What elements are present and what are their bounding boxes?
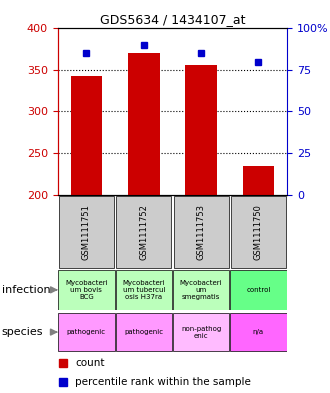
FancyBboxPatch shape bbox=[116, 196, 171, 268]
Text: Mycobacteri
um tubercul
osis H37ra: Mycobacteri um tubercul osis H37ra bbox=[122, 280, 165, 300]
Text: infection: infection bbox=[2, 285, 50, 295]
FancyBboxPatch shape bbox=[230, 313, 286, 351]
Text: count: count bbox=[75, 358, 105, 367]
FancyBboxPatch shape bbox=[173, 270, 229, 310]
Text: GSM1111752: GSM1111752 bbox=[139, 204, 148, 260]
Text: pathogenic: pathogenic bbox=[67, 329, 106, 335]
Text: GSM1111750: GSM1111750 bbox=[254, 204, 263, 260]
Text: pathogenic: pathogenic bbox=[124, 329, 163, 335]
Bar bbox=[71, 76, 102, 195]
Text: control: control bbox=[246, 287, 271, 293]
Title: GDS5634 / 1434107_at: GDS5634 / 1434107_at bbox=[100, 13, 245, 26]
Bar bbox=[185, 65, 217, 195]
FancyBboxPatch shape bbox=[58, 270, 115, 310]
Text: percentile rank within the sample: percentile rank within the sample bbox=[75, 377, 251, 387]
FancyBboxPatch shape bbox=[115, 313, 172, 351]
Text: GSM1111751: GSM1111751 bbox=[82, 204, 91, 260]
Text: GSM1111753: GSM1111753 bbox=[197, 204, 206, 260]
Text: non-pathog
enic: non-pathog enic bbox=[181, 325, 221, 339]
Text: Mycobacteri
um
smegmatis: Mycobacteri um smegmatis bbox=[180, 280, 222, 300]
Text: n/a: n/a bbox=[253, 329, 264, 335]
Text: Mycobacteri
um bovis
BCG: Mycobacteri um bovis BCG bbox=[65, 280, 108, 300]
Bar bbox=[128, 53, 159, 195]
Text: species: species bbox=[2, 327, 43, 337]
Bar bbox=[243, 166, 274, 195]
FancyBboxPatch shape bbox=[173, 313, 229, 351]
FancyBboxPatch shape bbox=[59, 196, 114, 268]
FancyBboxPatch shape bbox=[230, 270, 286, 310]
FancyBboxPatch shape bbox=[231, 196, 286, 268]
FancyBboxPatch shape bbox=[115, 270, 172, 310]
FancyBboxPatch shape bbox=[174, 196, 229, 268]
FancyBboxPatch shape bbox=[58, 313, 115, 351]
